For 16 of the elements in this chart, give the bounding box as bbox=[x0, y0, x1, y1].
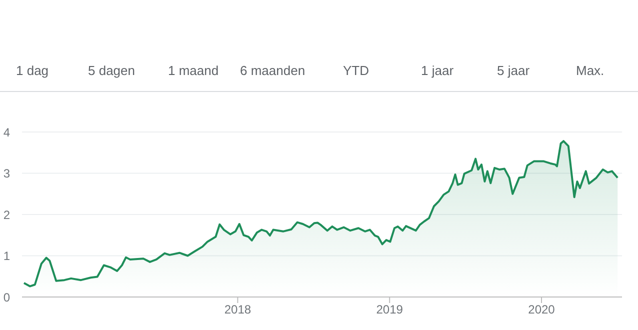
x-tick-label: 2018 bbox=[224, 302, 252, 317]
text: Max. bbox=[576, 63, 604, 78]
x-tick-label: 2019 bbox=[376, 302, 404, 317]
text: 5 dagen bbox=[88, 63, 135, 78]
text: 5 jaar bbox=[497, 63, 530, 78]
text: 1 dag bbox=[16, 63, 49, 78]
text: 1 jaar bbox=[421, 63, 454, 78]
y-tick-label: 3 bbox=[3, 166, 10, 181]
y-tick-label: 4 bbox=[3, 125, 10, 140]
y-tick-label: 2 bbox=[3, 208, 10, 222]
y-tick-label: 0 bbox=[3, 290, 10, 304]
y-tick-label: 1 bbox=[3, 249, 10, 264]
x-tick-label: 2020 bbox=[528, 302, 556, 317]
text: 1 maand bbox=[168, 63, 219, 78]
text: YTD bbox=[343, 63, 369, 78]
text: 6 maanden bbox=[240, 63, 306, 78]
